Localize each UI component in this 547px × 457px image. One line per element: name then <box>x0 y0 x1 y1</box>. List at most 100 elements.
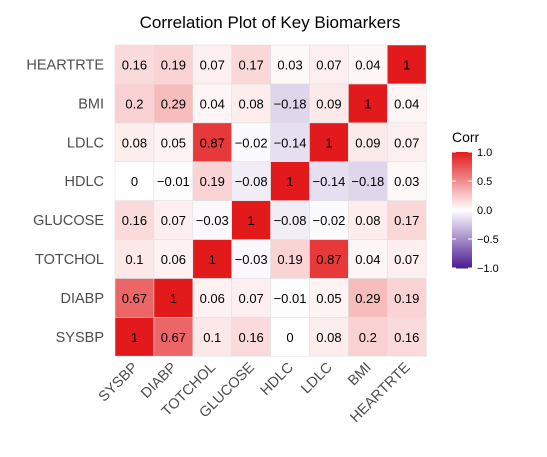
cell-value-label: 0.29 <box>161 96 186 111</box>
legend-gradient-step <box>452 220 472 223</box>
cell-value-label: −0.01 <box>274 291 307 306</box>
legend-gradient-step <box>452 184 472 187</box>
cell-value-label: 0.19 <box>161 57 186 72</box>
cell-value-label: −0.08 <box>274 213 307 228</box>
heatmap-cell <box>231 278 271 318</box>
cell-value-label: 0.17 <box>394 213 419 228</box>
cell-value-label: 0.87 <box>200 135 225 150</box>
legend-gradient-step <box>452 190 472 193</box>
cell-value-label: 1 <box>364 96 371 111</box>
legend-gradient-step <box>452 248 472 251</box>
heatmap-cell <box>114 83 155 124</box>
cell-value-label: 1 <box>209 252 216 267</box>
legend-gradient-step <box>452 186 472 189</box>
y-tick-label: HEARTRTE <box>26 57 104 73</box>
cell-value-label: −0.02 <box>312 213 345 228</box>
heatmap-cell <box>114 44 155 85</box>
cell-value-label: 1 <box>286 174 293 189</box>
cell-value-label: 0.04 <box>355 57 380 72</box>
legend-gradient-step <box>452 158 472 161</box>
legend-gradient-step <box>452 212 472 215</box>
x-tick-label: LDLC <box>298 360 336 398</box>
heatmap-cell <box>114 239 155 279</box>
heatmap-cell <box>270 83 310 124</box>
legend-gradient-step <box>452 214 472 217</box>
legend-gradient-step <box>452 250 472 253</box>
legend-tick-label: −1.0 <box>477 263 499 275</box>
cell-value-label: 0.06 <box>161 252 186 267</box>
legend-tick-label: 0.5 <box>477 176 492 188</box>
cell-value-label: 0.08 <box>355 213 380 228</box>
legend-gradient-step <box>452 192 472 195</box>
y-tick-label: BMI <box>78 96 104 112</box>
legend-gradient-step <box>452 208 472 211</box>
heatmap-cell <box>348 316 388 357</box>
cell-value-label: 1 <box>248 213 255 228</box>
heatmap-cell <box>270 122 310 163</box>
legend-gradient-step <box>452 204 472 207</box>
legend-gradient-step <box>452 154 472 157</box>
cell-value-label: −0.03 <box>235 252 268 267</box>
cell-value-label: 0.08 <box>238 96 263 111</box>
legend-gradient-step <box>452 206 472 209</box>
cell-value-label: 0.06 <box>200 291 225 306</box>
heatmap-cell <box>153 316 194 357</box>
heatmap-cell <box>348 83 388 124</box>
heatmap-cell <box>114 200 155 240</box>
y-tick-label: GLUCOSE <box>33 213 104 229</box>
heatmap-cell <box>270 239 310 279</box>
legend-title: Corr <box>452 129 480 145</box>
heatmap-cells <box>114 44 427 357</box>
heatmap-cell <box>192 200 233 240</box>
heatmap-cell <box>231 316 271 357</box>
cell-value-label: 0.16 <box>238 330 263 345</box>
heatmap-cell <box>386 239 427 279</box>
heatmap-cell <box>114 316 155 357</box>
heatmap-cell <box>386 278 427 318</box>
heatmap-cell <box>270 161 310 201</box>
legend-gradient-step <box>452 198 472 201</box>
legend-gradient-step <box>452 176 472 179</box>
cell-value-label: −0.14 <box>312 174 345 189</box>
cell-value-label: 0.04 <box>394 96 419 111</box>
legend-gradient-step <box>452 162 472 165</box>
cell-value-label: 0.03 <box>277 57 302 72</box>
heatmap-cell <box>153 239 194 279</box>
cell-value-label: 0.17 <box>238 57 263 72</box>
legend-gradient-step <box>452 180 472 183</box>
cell-value-label: 0.87 <box>316 252 341 267</box>
cell-value-label: 1 <box>170 291 177 306</box>
heatmap-cell <box>386 316 427 357</box>
cell-value-label: 0.04 <box>200 96 225 111</box>
y-tick-label: SYSBP <box>56 330 104 346</box>
cell-value-label: 0.1 <box>203 330 221 345</box>
legend-gradient-step <box>452 218 472 221</box>
legend-tick-label: 0.0 <box>477 205 492 217</box>
heatmap-cell <box>270 316 310 357</box>
heatmap-cell <box>231 239 271 279</box>
legend-gradient-step <box>452 170 472 173</box>
cell-value-label: −0.14 <box>274 135 307 150</box>
cell-value-label: 0.09 <box>316 96 341 111</box>
legend-gradient-step <box>452 200 472 203</box>
legend-gradient-step <box>452 246 472 249</box>
legend-gradient-step <box>452 258 472 261</box>
legend-colorbar <box>452 152 472 269</box>
cell-value-label: 0.05 <box>161 135 186 150</box>
heatmap-cell <box>231 161 271 201</box>
heatmap-cell <box>153 83 194 124</box>
chart-title: Correlation Plot of Key Biomarkers <box>140 13 401 32</box>
heatmap-cell <box>270 200 310 240</box>
cell-value-label: 0.09 <box>355 135 380 150</box>
legend-tick-label: −0.5 <box>477 234 499 246</box>
cell-value-label: 0.16 <box>122 57 147 72</box>
legend-gradient-step <box>452 236 472 239</box>
legend-gradient-step <box>452 238 472 241</box>
cell-value-label: 0.29 <box>355 291 380 306</box>
heatmap-cell <box>192 161 233 201</box>
legend-gradient-step <box>452 228 472 231</box>
cell-value-label: 1 <box>403 57 410 72</box>
cell-value-label: 1 <box>325 135 332 150</box>
